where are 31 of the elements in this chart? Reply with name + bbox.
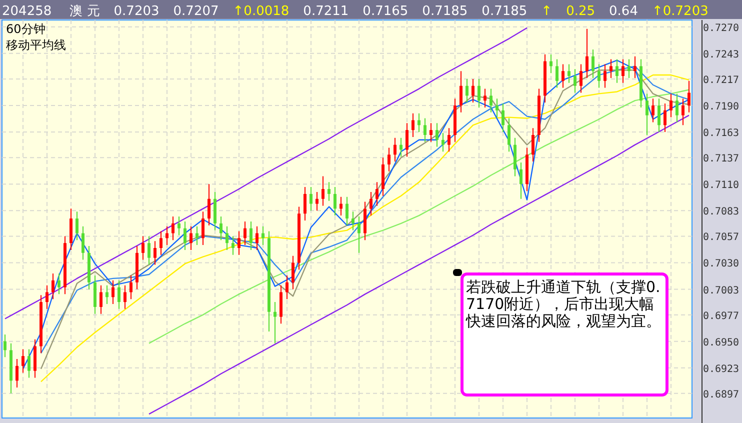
y-tick-label: 0.7270	[702, 22, 740, 34]
y-tick-label: 0.7110	[702, 180, 740, 192]
text: ↑0.7203	[652, 4, 708, 19]
y-tick-label: 0.7243	[702, 49, 740, 60]
text: ↑	[541, 4, 552, 19]
annotation: 60分钟	[6, 22, 46, 36]
text: 0.7165	[362, 4, 408, 19]
text: ↑0.0018	[232, 4, 290, 19]
y-tick-label: 0.7003	[702, 285, 740, 296]
text: 0.7211	[303, 4, 349, 19]
y-tick-label: 0.6977	[702, 310, 740, 322]
y-tick-label: 0.7217	[702, 74, 740, 86]
y-tick-label: 0.7163	[702, 128, 740, 140]
text: 204258	[2, 4, 52, 19]
text: 澳 元	[70, 4, 100, 19]
y-tick-label: 0.7030	[702, 258, 740, 270]
y-tick-label: 0.6897	[702, 389, 740, 400]
y-tick-label: 0.7190	[702, 101, 740, 112]
y-tick-label: 0.7057	[702, 232, 740, 244]
y-tick-label: 0.7137	[702, 154, 740, 165]
y-tick-label: 0.6923	[702, 364, 740, 375]
text: 0.7203	[114, 4, 160, 19]
text: 0.25	[566, 4, 596, 19]
text: 0.64	[609, 4, 638, 19]
y-tick-label: 0.6950	[702, 337, 740, 348]
y-tick-label: 0.7083	[702, 206, 740, 218]
text: 0.7207	[173, 4, 219, 19]
text: 0.7185	[422, 4, 468, 19]
annotation: 移动平均线	[6, 38, 66, 52]
text: 0.7185	[482, 4, 528, 19]
annotation: 若跌破上升通道下轨（支撑0.7170附近），后市出现大幅快速回落的风险，观望为宜。	[465, 278, 661, 330]
